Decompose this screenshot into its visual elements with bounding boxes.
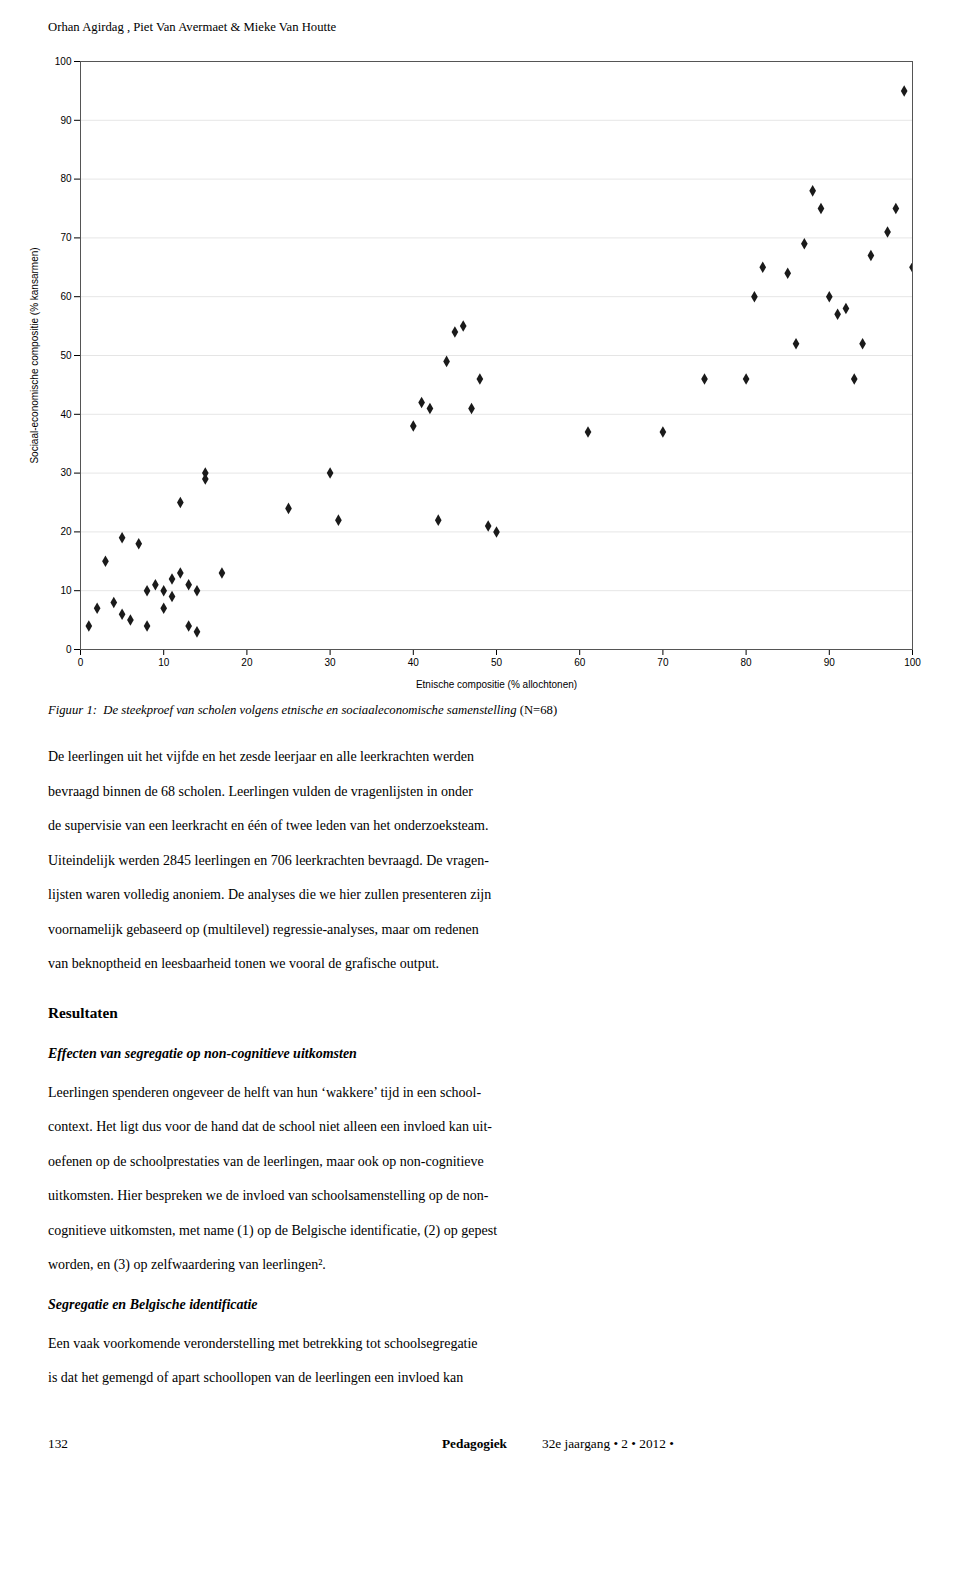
- html-text:Effecten van segregatie op non: Effecten van segregatie op non-cognitiev…: [48, 1045, 357, 1061]
- svg-text:70: 70: [60, 232, 72, 243]
- html-text:De leerlingen uit het vijfde e: De leerlingen uit het vijfde en het zesd…: [48, 749, 474, 764]
- svg-text:70: 70: [657, 657, 669, 668]
- html-text:Figuur 1: De steekproef van sc: Figuur 1: De steekproef van scholen volg…: [48, 703, 558, 717]
- html-text:de supervisie van een leerkrac: de supervisie van een leerkracht en één …: [48, 818, 489, 833]
- svg-text:20: 20: [60, 526, 72, 537]
- html-text:Een vaak voorkomende veronders: Een vaak voorkomende veronderstelling me…: [48, 1335, 478, 1351]
- svg-text:0: 0: [66, 644, 72, 655]
- svg-text:0: 0: [78, 657, 84, 668]
- html-text:oefenen op de schoolprestaties: oefenen op de schoolprestaties van de le…: [48, 1153, 484, 1169]
- svg-text:40: 40: [408, 657, 420, 668]
- html-text:Orhan Agirdag , Piet Van Averm: Orhan Agirdag , Piet Van Avermaet & Miek…: [48, 20, 337, 34]
- svg-text:100: 100: [55, 56, 72, 67]
- html-text:voornamelijk gebaseerd op (mul: voornamelijk gebaseerd op (multilevel) r…: [48, 921, 479, 937]
- svg-text:30: 30: [325, 657, 337, 668]
- svg-text:10: 10: [158, 657, 170, 668]
- svg-text:50: 50: [491, 657, 503, 668]
- svg-text:Etnische compositie (% allocht: Etnische compositie (% allochtonen): [416, 679, 577, 690]
- html-text:Uiteindelijk werden 2845 leerl: Uiteindelijk werden 2845 leerlingen en 7…: [48, 852, 489, 868]
- html-text:van beknoptheid en leesbaarhei: van beknoptheid en leesbaarheid tonen we…: [48, 956, 440, 971]
- svg-text:80: 80: [60, 173, 72, 184]
- html-text:bevraagd binnen de 68 scholen.: bevraagd binnen de 68 scholen. Leerlinge…: [48, 783, 473, 799]
- html-text:uitkomsten. Hier bespreken we: uitkomsten. Hier bespreken we de invloed…: [48, 1188, 489, 1203]
- html-text:Leerlingen spenderen ongeveer: Leerlingen spenderen ongeveer de helft v…: [48, 1084, 482, 1100]
- html-text:is dat het gemengd of apart sc: is dat het gemengd of apart schoollopen …: [48, 1370, 464, 1385]
- svg-text:10: 10: [60, 585, 72, 596]
- html-text:132: 132: [48, 1435, 68, 1451]
- html-text:Segregatie en Belgische identi: Segregatie en Belgische identificatie: [48, 1296, 258, 1312]
- html-text:32e jaargang • 2 • 2012 •: 32e jaargang • 2 • 2012 •: [542, 1435, 674, 1451]
- svg-text:20: 20: [241, 657, 253, 668]
- svg-text:90: 90: [60, 115, 72, 126]
- svg-text:60: 60: [60, 291, 72, 302]
- svg-text:90: 90: [824, 657, 836, 668]
- svg-text:40: 40: [60, 409, 72, 420]
- html-text:worden, en (3) op zelfwaarderi: worden, en (3) op zelfwaardering van lee…: [48, 1257, 326, 1272]
- svg-text:Sociaal-economische compositie: Sociaal-economische compositie (% kansar…: [29, 247, 40, 463]
- svg-text:80: 80: [741, 657, 753, 668]
- html-text:Resultaten: Resultaten: [48, 1003, 118, 1021]
- html-text:context. Het ligt dus voor de: context. Het ligt dus voor de hand dat d…: [48, 1119, 492, 1134]
- svg-text:50: 50: [60, 350, 72, 361]
- svg-text:60: 60: [574, 657, 586, 668]
- svg-text:100: 100: [904, 657, 921, 668]
- html-text:cognitieve uitkomsten, met nam: cognitieve uitkomsten, met name (1) op d…: [48, 1222, 497, 1238]
- html-text:Pedagogiek: Pedagogiek: [442, 1435, 507, 1451]
- svg-text:30: 30: [60, 467, 72, 478]
- html-text:lijsten waren volledig anoniem: lijsten waren volledig anoniem. De analy…: [48, 887, 492, 902]
